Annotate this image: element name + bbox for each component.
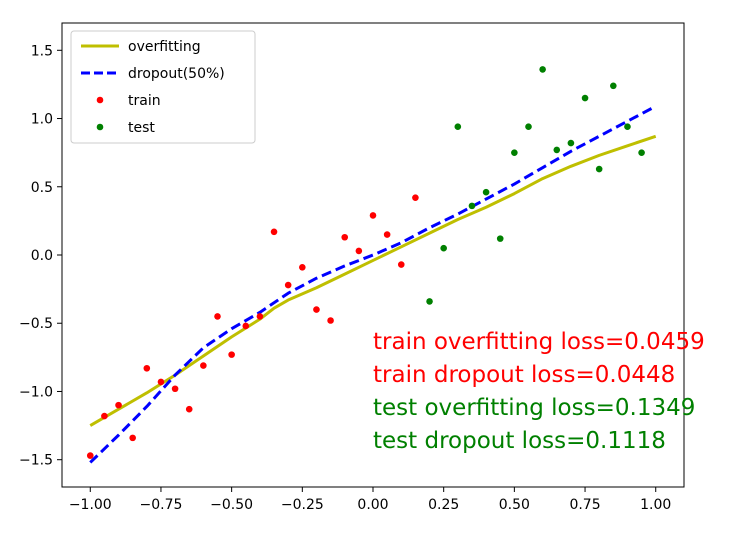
y-tick-label: −1.5 [19, 453, 53, 469]
scatter-point-3 [595, 165, 603, 173]
scatter-point-2 [171, 385, 179, 393]
x-tick-label: 0.00 [357, 497, 388, 513]
x-tick-label: −1.00 [69, 497, 112, 513]
scatter-point-2 [369, 212, 377, 219]
x-tick-label: 0.50 [499, 497, 530, 513]
annotation-layer: train overfitting loss=0.0459 train dropo… [373, 329, 705, 454]
legend-marker-swatch [96, 123, 104, 131]
scatter-point-2 [299, 263, 306, 271]
scatter-point-2 [228, 351, 235, 358]
scatter-point-3 [567, 139, 575, 147]
legend-label: test [128, 120, 155, 136]
scatter-point-2 [412, 194, 419, 201]
series-layer [86, 66, 657, 464]
scatter-point-2 [242, 322, 250, 330]
legend-label: overfitting [128, 39, 201, 55]
scatter-point-3 [624, 123, 631, 131]
legend: overfitting dropout(50%) train test [70, 30, 256, 144]
x-tick-label: −0.25 [281, 497, 324, 513]
scatter-point-3 [496, 235, 504, 242]
scatter-point-3 [539, 66, 546, 73]
scatter-point-3 [482, 188, 490, 196]
x-tick-label: 0.75 [569, 497, 600, 513]
scatter-point-3 [426, 298, 433, 305]
scatter-point-2 [185, 405, 193, 413]
loss-annotation: train dropout loss=0.0448 [373, 362, 675, 388]
scatter-point-2 [200, 362, 207, 369]
legend-marker-swatch [96, 96, 104, 104]
loss-annotation: train overfitting loss=0.0459 [373, 329, 705, 355]
y-tick-label: −1.0 [19, 384, 53, 400]
loss-annotation: test overfitting loss=0.1349 [373, 395, 695, 421]
scatter-point-3 [553, 146, 561, 154]
loss-annotation: test dropout loss=0.1118 [373, 428, 666, 454]
plot-area: −1.00 −0.75 −0.50 −0.25 0.00 0.25 0.50 0.75 1.00… [19, 22, 685, 513]
scatter-point-3 [440, 244, 447, 252]
series-line-0 [89, 134, 657, 427]
scatter-point-3 [638, 149, 645, 156]
scatter-point-2 [86, 452, 94, 459]
scatter-point-2 [383, 231, 391, 238]
scatter-point-2 [355, 247, 363, 255]
scatter-point-3 [610, 82, 617, 90]
scatter-point-2 [143, 364, 151, 372]
scatter-point-3 [454, 123, 462, 131]
scatter-point-2 [270, 228, 278, 236]
y-tick-label: 0.5 [31, 180, 53, 196]
y-tick-label: 1.0 [31, 112, 53, 128]
scatter-point-2 [157, 378, 165, 386]
scatter-point-3 [468, 202, 476, 210]
scatter-point-2 [397, 261, 405, 268]
x-tick-label: −0.75 [140, 497, 183, 513]
scatter-point-2 [313, 306, 320, 313]
scatter-point-2 [284, 281, 292, 289]
y-tick-label: 0.0 [31, 248, 53, 264]
x-tick-label: 0.25 [428, 497, 459, 513]
scatter-point-2 [327, 317, 334, 324]
legend-box [70, 30, 256, 144]
scatter-point-2 [101, 412, 108, 420]
legend-label: train [128, 93, 161, 109]
y-tick-label: −0.5 [19, 316, 53, 332]
legend-label: dropout(50%) [128, 66, 225, 82]
scatter-point-3 [525, 123, 532, 131]
scatter-point-2 [256, 313, 264, 320]
scatter-point-2 [115, 401, 122, 409]
scatter-point-2 [129, 434, 136, 442]
scatter-point-3 [581, 94, 589, 102]
x-tick-label: 1.00 [640, 497, 671, 513]
scatter-point-2 [214, 313, 221, 320]
x-tick-label: −0.50 [210, 497, 253, 513]
scatter-point-3 [511, 149, 518, 156]
y-tick-label: 1.5 [31, 43, 53, 59]
scatter-point-2 [341, 233, 349, 241]
